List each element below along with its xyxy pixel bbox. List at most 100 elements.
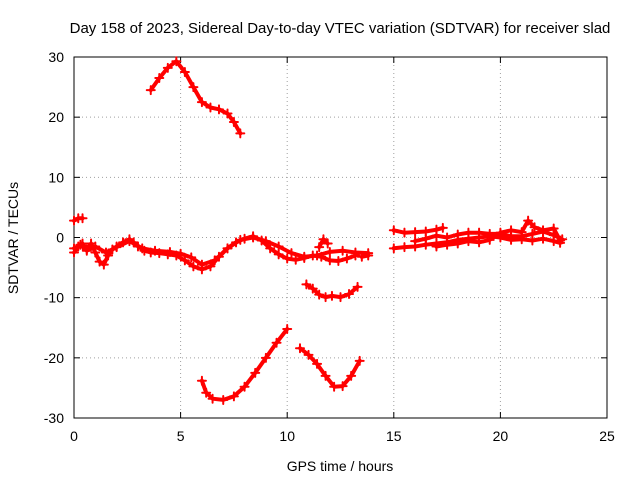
- data-point: [314, 242, 325, 253]
- data-point: [388, 225, 399, 236]
- data-point: [137, 243, 148, 254]
- data-point: [322, 238, 333, 249]
- data-point: [352, 281, 363, 292]
- data-point: [301, 279, 312, 290]
- data-point: [218, 394, 229, 405]
- series-arc-mid-low: [301, 279, 363, 303]
- data-point: [222, 108, 233, 119]
- data-point: [299, 251, 310, 262]
- data-point: [410, 236, 421, 247]
- x-tick-label: 10: [279, 428, 295, 444]
- data-point: [341, 253, 352, 264]
- y-axis-label: SDTVAR / TECUs: [5, 182, 21, 294]
- data-point: [354, 355, 365, 366]
- data-point: [529, 222, 540, 233]
- data-point: [314, 289, 325, 300]
- data-point: [196, 259, 207, 270]
- data-point: [346, 370, 357, 381]
- data-point: [484, 234, 495, 245]
- data-point: [171, 56, 182, 67]
- data-point: [164, 246, 175, 257]
- data-point: [388, 243, 399, 254]
- series-arc-tail: [356, 250, 374, 262]
- data-point: [312, 358, 323, 369]
- data-point: [320, 370, 331, 381]
- x-tick-label: 5: [177, 428, 185, 444]
- series-arc-mid-spike: [314, 234, 333, 253]
- data-point: [188, 261, 199, 272]
- data-point: [399, 227, 410, 238]
- data-point: [356, 251, 367, 262]
- data-point: [431, 241, 442, 252]
- data-point: [420, 233, 431, 244]
- data-point: [474, 227, 485, 238]
- data-point: [324, 255, 335, 266]
- series-arc-start: [69, 213, 88, 226]
- data-point: [318, 234, 329, 245]
- data-point: [548, 223, 559, 234]
- data-point: [452, 229, 463, 240]
- x-axis-label: GPS time / hours: [287, 458, 394, 474]
- data-point: [344, 289, 355, 300]
- data-point: [282, 323, 293, 334]
- series-arc-zero-a: [69, 231, 361, 275]
- series-line: [199, 327, 290, 402]
- data-point: [437, 222, 448, 233]
- data-point: [100, 247, 111, 258]
- data-point: [228, 391, 239, 402]
- data-point: [235, 234, 246, 245]
- data-point: [77, 213, 88, 224]
- x-tick-label: 15: [386, 428, 402, 444]
- series-arc-lower-b: [294, 343, 365, 392]
- data-point: [324, 246, 335, 257]
- data-point: [452, 238, 463, 249]
- data-point: [260, 236, 271, 247]
- data-point: [69, 243, 79, 254]
- data-point: [312, 250, 323, 261]
- data-point: [150, 245, 161, 256]
- data-point: [282, 253, 293, 264]
- data-point: [333, 255, 344, 266]
- data-point: [286, 248, 297, 259]
- data-point: [273, 241, 284, 252]
- data-point: [273, 249, 284, 260]
- data-point: [335, 292, 346, 303]
- data-point: [290, 254, 301, 265]
- y-tick-label: -30: [44, 410, 64, 426]
- chart-title: Day 158 of 2023, Sidereal Day-to-day VTE…: [70, 20, 611, 37]
- data-point: [248, 232, 259, 243]
- data-point: [188, 82, 199, 93]
- data-point: [162, 62, 173, 73]
- data-point: [196, 97, 207, 108]
- data-point: [320, 292, 331, 303]
- plot-frame: [73, 56, 608, 419]
- data-point: [337, 245, 348, 256]
- data-point: [350, 247, 361, 258]
- data-point: [495, 227, 506, 238]
- data-point: [329, 381, 340, 392]
- y-tick-label: 0: [56, 230, 64, 246]
- data-point: [186, 252, 197, 263]
- data-point: [463, 236, 474, 247]
- grid-lines: [74, 57, 607, 418]
- data-point: [303, 349, 314, 360]
- data-point: [442, 239, 453, 250]
- data-point: [431, 230, 442, 241]
- data-point: [111, 242, 122, 253]
- y-tick-label: 10: [48, 169, 64, 185]
- data-point: [410, 227, 421, 238]
- y-tick-label: -10: [44, 290, 64, 306]
- data-point: [75, 239, 86, 250]
- data-point: [260, 352, 271, 363]
- series-arc-late-d: [431, 215, 566, 252]
- data-point: [235, 128, 246, 139]
- data-point: [209, 255, 220, 266]
- data-point: [98, 259, 109, 270]
- x-tick-label: 20: [493, 428, 509, 444]
- data-point: [555, 235, 566, 246]
- data-point: [399, 242, 410, 253]
- data-point: [538, 225, 549, 236]
- series-line: [148, 59, 243, 136]
- data-point: [250, 367, 261, 378]
